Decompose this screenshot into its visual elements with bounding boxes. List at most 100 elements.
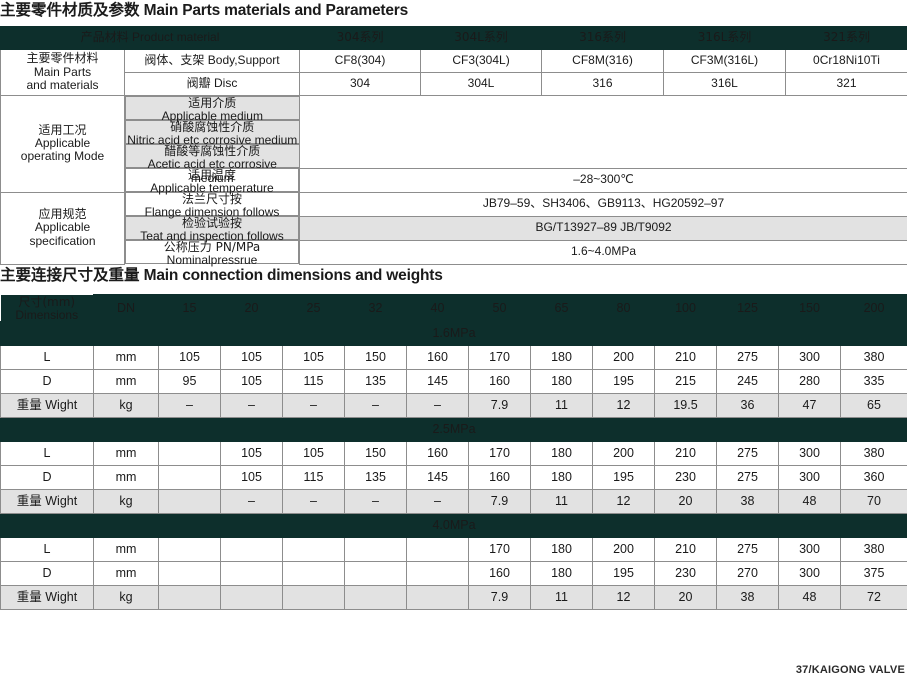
cell-l-4_0MPa-dn100: 210 [654, 536, 717, 562]
row-label-l: L [0, 536, 94, 562]
cell-l-1_6MPa-dn32: 150 [344, 344, 407, 370]
item-test-inspection-en: Teat and inspection follows [140, 229, 284, 244]
cell-weight-1_6MPa-dn100: 19.5 [654, 392, 717, 418]
cell-body-321: 0Cr18Ni10Ti [785, 49, 907, 73]
item-body-support-zh: 阀体、支架 [144, 53, 205, 68]
dimensions-header-label: 尺寸(mm) Dimensions [0, 294, 93, 322]
cell-medium-nitric: 硝酸腐蚀性介质 Nitric acid etc corrosive medium [125, 120, 300, 147]
row-label-d: D [0, 560, 94, 586]
item-nominal-pressure: 公称压力 PN/MPa Nominalpressrue [125, 240, 300, 267]
cell-l-1_6MPa-dn40: 160 [406, 344, 469, 370]
cell-l-2_5MPa-dn150: 300 [778, 440, 841, 466]
cell-weight-4_0MPa-dn65: 11 [530, 584, 593, 610]
cell-l-1_6MPa-dn125: 275 [716, 344, 779, 370]
cell-d-4_0MPa-dn65: 180 [530, 560, 593, 586]
cell-d-2_5MPa-dn20: 105 [220, 464, 283, 490]
cell-weight-1_6MPa-dn50: 7.9 [468, 392, 531, 418]
series-header-316: 316系列 [541, 26, 665, 50]
row-label-weight-zh: 重量 [16, 397, 42, 412]
cell-d-4_0MPa-dn125: 270 [716, 560, 779, 586]
cell-d-1_6MPa-dn50: 160 [468, 368, 531, 394]
cell-d-1_6MPa-dn25: 115 [282, 368, 345, 394]
item-flange-dimension: 法兰尺寸按 Flange dimension follows [125, 192, 300, 219]
table-row: 阀瓣 Disc 304 304L 316 316L 321 [1, 72, 907, 96]
item-body-support: 阀体、支架 Body,Support [123, 49, 301, 73]
item-disc-zh: 阀瓣 [186, 76, 211, 91]
row-unit-l: mm [93, 344, 159, 370]
group-label-main-parts-en2: and materials [26, 78, 99, 93]
cell-d-1_6MPa-dn40: 145 [406, 368, 469, 394]
cell-weight-2_5MPa-dn150: 48 [778, 488, 841, 514]
row-label-weight: 重量 Wight [0, 392, 94, 418]
dn-header-20: 20 [220, 294, 283, 322]
dimensions-table: 尺寸(mm) Dimensions DN 15 20 25 32 40 50 6… [0, 294, 907, 610]
item-test-inspection: 检验试验按 Teat and inspection follows [125, 216, 300, 244]
cell-d-4_0MPa-dn50: 160 [468, 560, 531, 586]
cell-weight-1_6MPa-dn20: – [220, 392, 283, 418]
cell-l-4_0MPa-dn40 [406, 536, 469, 562]
cell-l-1_6MPa-dn80: 200 [592, 344, 655, 370]
cell-d-4_0MPa-dn200: 375 [840, 560, 907, 586]
cell-d-2_5MPa-dn200: 360 [840, 464, 907, 490]
cell-weight-2_5MPa-dn15 [158, 488, 221, 514]
table-row: 适用工况 Applicable operating Mode 适用介质 Appl… [0, 95, 907, 193]
cell-l-4_0MPa-dn80: 200 [592, 536, 655, 562]
cell-weight-2_5MPa-dn20: – [220, 488, 283, 514]
cell-weight-2_5MPa-dn100: 20 [654, 488, 717, 514]
cell-d-1_6MPa-dn125: 245 [716, 368, 779, 394]
row-label-weight: 重量 Wight [0, 488, 94, 514]
item-applicable-medium-en: Applicable medium [161, 109, 263, 124]
cell-d-4_0MPa-dn150: 300 [778, 560, 841, 586]
table-row: 应用规范 Applicable specification 法兰尺寸按 Flan… [0, 191, 907, 265]
cell-d-4_0MPa-dn80: 195 [592, 560, 655, 586]
dn-header-25: 25 [282, 294, 345, 322]
group-label-specification-zh: 应用规范 [38, 206, 87, 221]
cell-weight-2_5MPa-dn200: 70 [840, 488, 907, 514]
cell-d-2_5MPa-dn50: 160 [468, 464, 531, 490]
cell-weight-1_6MPa-dn25: – [282, 392, 345, 418]
cell-l-2_5MPa-dn200: 380 [840, 440, 907, 466]
cell-l-2_5MPa-dn100: 210 [654, 440, 717, 466]
cell-l-1_6MPa-dn25: 105 [282, 344, 345, 370]
cell-l-2_5MPa-dn125: 275 [716, 440, 779, 466]
dn-header-15: 15 [158, 294, 221, 322]
cell-d-2_5MPa-dn32: 135 [344, 464, 407, 490]
item-test-inspection-zh: 检验试验按 [182, 216, 243, 230]
cell-d-4_0MPa-dn32 [344, 560, 407, 586]
cell-weight-4_0MPa-dn20 [220, 584, 283, 610]
cell-l-4_0MPa-dn32 [344, 536, 407, 562]
cell-d-2_5MPa-dn150: 300 [778, 464, 841, 490]
series-header-304l: 304L系列 [420, 26, 543, 50]
dn-header-32: 32 [344, 294, 407, 322]
row-unit-weight: kg [93, 392, 159, 418]
cell-d-1_6MPa-dn80: 195 [592, 368, 655, 394]
cell-l-2_5MPa-dn80: 200 [592, 440, 655, 466]
group-label-specification-en2: specification [29, 233, 96, 248]
cell-d-2_5MPa-dn15 [158, 464, 221, 490]
cell-d-1_6MPa-dn200: 335 [840, 368, 907, 394]
item-applicable-temperature-en: Applicable temperature [150, 181, 274, 196]
cell-disc-316l: 316L [663, 72, 787, 96]
item-disc: 阀瓣 Disc [123, 72, 301, 96]
row-unit-l: mm [93, 440, 159, 466]
cell-d-2_5MPa-dn125: 275 [716, 464, 779, 490]
cell-weight-2_5MPa-dn80: 12 [592, 488, 655, 514]
row-label-weight-en: Wight [41, 494, 78, 508]
cell-weight-1_6MPa-dn32: – [344, 392, 407, 418]
cell-weight-1_6MPa-dn15: – [158, 392, 221, 418]
table-row: 重量 Wight kg 7.9 11 12 20 38 48 72 [0, 584, 907, 610]
cell-d-2_5MPa-dn100: 230 [654, 464, 717, 490]
cell-l-4_0MPa-dn15 [158, 536, 221, 562]
cell-weight-4_0MPa-dn100: 20 [654, 584, 717, 610]
cell-d-1_6MPa-dn65: 180 [530, 368, 593, 394]
item-body-support-en: Body,Support [207, 53, 280, 68]
table-row: 主要零件材料 Main Parts and materials 阀体、支架 Bo… [0, 49, 907, 96]
cell-d-1_6MPa-dn100: 215 [654, 368, 717, 394]
cell-body-316l: CF3M(316L) [663, 49, 787, 73]
cell-weight-2_5MPa-dn40: – [406, 488, 469, 514]
table-row: 重量 Wight kg – – – –7.9 11 12 20 38 48 70 [0, 488, 907, 514]
cell-weight-1_6MPa-dn200: 65 [840, 392, 907, 418]
